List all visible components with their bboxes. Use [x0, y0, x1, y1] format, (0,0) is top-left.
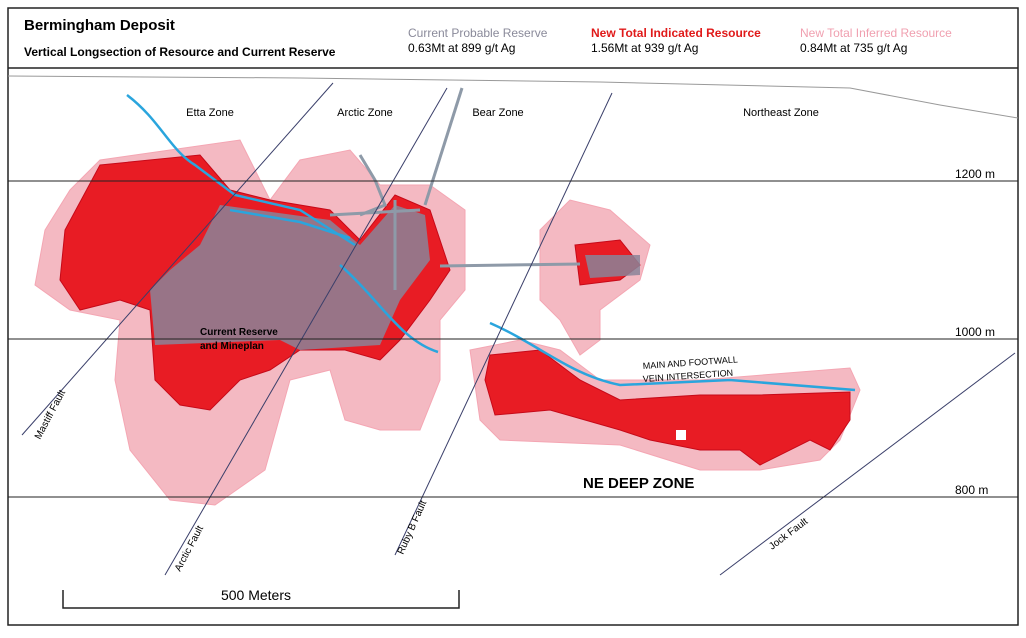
elevation-label: 1200 m	[955, 167, 995, 181]
elevation-label: 1000 m	[955, 325, 995, 339]
scale-label: 500 Meters	[221, 587, 291, 603]
topography	[7, 75, 1019, 119]
legend-detail: 0.84Mt at 735 g/t Ag	[800, 41, 907, 55]
annotation: Current Reserve	[200, 327, 278, 338]
title: Bermingham Deposit	[24, 17, 175, 34]
zone-label: Arctic Zone	[337, 107, 393, 119]
legend-detail: 1.56Mt at 939 g/t Ag	[591, 41, 698, 55]
zone-label: Bear Zone	[472, 107, 523, 119]
probable-reserve	[150, 205, 640, 350]
legend-name: Current Probable Reserve	[408, 26, 548, 40]
zone-label: Northeast Zone	[743, 107, 819, 119]
legend-name: New Total Inferred Resource	[800, 26, 952, 40]
elevation-label: 800 m	[955, 483, 988, 497]
veins	[126, 94, 856, 392]
annotation: and Mineplan	[200, 341, 264, 352]
annotation: NE DEEP ZONE	[583, 475, 694, 492]
legend-detail: 0.63Mt at 899 g/t Ag	[408, 41, 515, 55]
subtitle: Vertical Longsection of Resource and Cur…	[24, 45, 336, 59]
zone-label: Etta Zone	[186, 107, 234, 119]
legend-name: New Total Indicated Resource	[591, 26, 761, 40]
scale-bar	[62, 590, 460, 609]
faults	[21, 82, 1016, 576]
